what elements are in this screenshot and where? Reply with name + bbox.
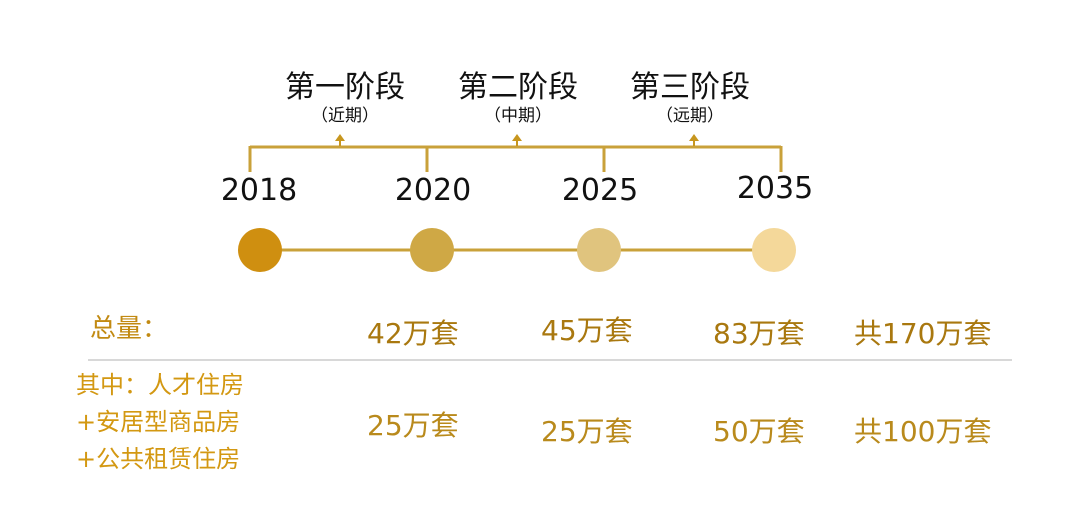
dot-2020 [410,228,454,272]
year-2035: 2035 [736,171,814,206]
total-value-2020: 42万套 [367,317,459,350]
sub-label-line-2: +安居型商品房 [76,408,241,436]
sub-label: 其中：人才住房 +安居型商品房 +公共租赁住房 [76,367,244,478]
sub-label-line-3: +公共租赁住房 [76,445,241,473]
dot-2035 [752,228,796,272]
arrow-phase-2 [512,134,522,146]
total-value-2035: 83万套 [713,317,805,350]
phase-1-title: 第一阶段 [285,70,405,105]
dot-2018 [238,228,282,272]
arrow-phase-3 [689,134,699,146]
phase-3-subtitle: （远期） [656,106,724,126]
sub-value-sum: 共100万套 [854,415,992,448]
sub-value-2035: 50万套 [713,415,805,448]
sub-label-line-1: 其中：人才住房 [76,371,244,399]
year-2018: 2018 [220,173,298,208]
sub-value-2020: 25万套 [367,409,459,442]
dot-2025 [577,228,621,272]
arrow-phase-1 [335,134,345,146]
year-2020: 2020 [394,173,472,208]
phase-1-subtitle: （近期） [311,106,379,126]
year-2025: 2025 [561,173,639,208]
total-label: 总量： [90,314,169,344]
phase-2-title: 第二阶段 [458,70,578,105]
phase-3-title: 第三阶段 [630,70,750,105]
sub-value-2025: 25万套 [541,415,633,448]
phase-2-subtitle: （中期） [484,106,552,126]
total-value-sum: 共170万套 [854,317,992,350]
total-value-2025: 45万套 [541,314,633,347]
